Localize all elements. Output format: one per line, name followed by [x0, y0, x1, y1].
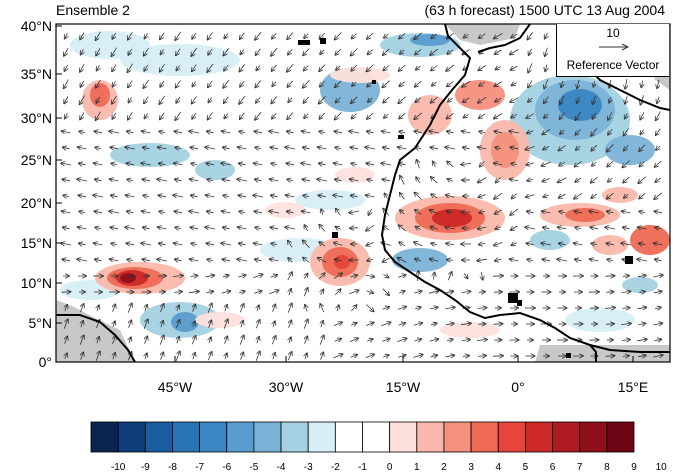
colorbar-tick-label: -5: [242, 462, 266, 473]
colorbar-swatch: [417, 422, 444, 452]
reference-vector-legend: 10 Reference Vector: [556, 24, 669, 77]
colorbar-swatch: [444, 422, 471, 452]
colorbar-tick-label: -6: [215, 462, 239, 473]
colorbar-tick-label: -9: [133, 462, 157, 473]
colorbar-tick-label: -7: [188, 462, 212, 473]
colorbar-tick-label: -1: [351, 462, 375, 473]
colorbar-swatch: [254, 422, 281, 452]
colorbar-tick-label: 9: [622, 462, 646, 473]
lat-label: 40°N: [21, 18, 52, 34]
plot-title-left: Ensemble 2: [56, 2, 130, 18]
lat-label: 5°N: [29, 315, 53, 331]
colorbar-tick-label: 1: [405, 462, 429, 473]
lon-label: 15°W: [386, 379, 421, 395]
lat-label: 30°N: [21, 110, 52, 126]
colorbar-tick-label: 4: [486, 462, 510, 473]
lon-label: 0°: [511, 379, 524, 395]
lon-label: 45°W: [158, 379, 193, 395]
colorbar-swatch: [172, 422, 199, 452]
colorbar-swatch: [91, 422, 118, 452]
colorbar-tick-label: -2: [323, 462, 347, 473]
colorbar-tick-label: 0: [378, 462, 402, 473]
lat-label: 25°N: [21, 152, 52, 168]
lat-label: 15°N: [21, 235, 52, 251]
lon-labels: 45°W 30°W 15°W 0° 15°E: [158, 379, 648, 395]
colorbar-swatch: [308, 422, 335, 452]
colorbar-swatch: [580, 422, 607, 452]
colorbar-tick-label: 8: [595, 462, 619, 473]
lat-label: 10°N: [21, 275, 52, 291]
colorbar-swatch: [390, 422, 417, 452]
reference-vector-magnitude: 10: [557, 26, 669, 40]
reference-vector-arrow-icon: [597, 42, 631, 52]
lat-label: 0°: [39, 354, 52, 370]
lon-label: 30°W: [269, 379, 304, 395]
colorbar-swatch: [607, 422, 634, 452]
reference-vector-label: Reference Vector: [557, 58, 669, 72]
colorbar-swatch: [335, 422, 362, 452]
colorbar-tick-label: -4: [269, 462, 293, 473]
lat-label: 35°N: [21, 66, 52, 82]
lon-label: 15°E: [618, 379, 649, 395]
colorbar-swatch: [498, 422, 525, 452]
colorbar: [91, 422, 634, 452]
colorbar-tick-label: 3: [459, 462, 483, 473]
colorbar-swatch: [227, 422, 254, 452]
colorbar-tick-label: 5: [513, 462, 537, 473]
lat-label: 20°N: [21, 195, 52, 211]
colorbar-swatch: [553, 422, 580, 452]
colorbar-tick-label: -10: [106, 462, 130, 473]
colorbar-tick-label: -3: [296, 462, 320, 473]
colorbar-tick-label: 2: [432, 462, 456, 473]
colorbar-swatch: [145, 422, 172, 452]
colorbar-swatch: [200, 422, 227, 452]
colorbar-swatch: [281, 422, 308, 452]
colorbar-swatch: [471, 422, 498, 452]
lat-labels: 40°N 35°N 30°N 25°N 20°N 15°N 10°N 5°N 0…: [21, 18, 52, 370]
plot-title-right: (63 h forecast) 1500 UTC 13 Aug 2004: [425, 2, 665, 18]
colorbar-tick-label: -8: [160, 462, 184, 473]
colorbar-tick-label: 7: [568, 462, 592, 473]
colorbar-tick-label: 10: [649, 462, 673, 473]
colorbar-tick-label: 6: [541, 462, 565, 473]
colorbar-swatch: [525, 422, 552, 452]
colorbar-swatch: [118, 422, 145, 452]
colorbar-swatch: [363, 422, 390, 452]
